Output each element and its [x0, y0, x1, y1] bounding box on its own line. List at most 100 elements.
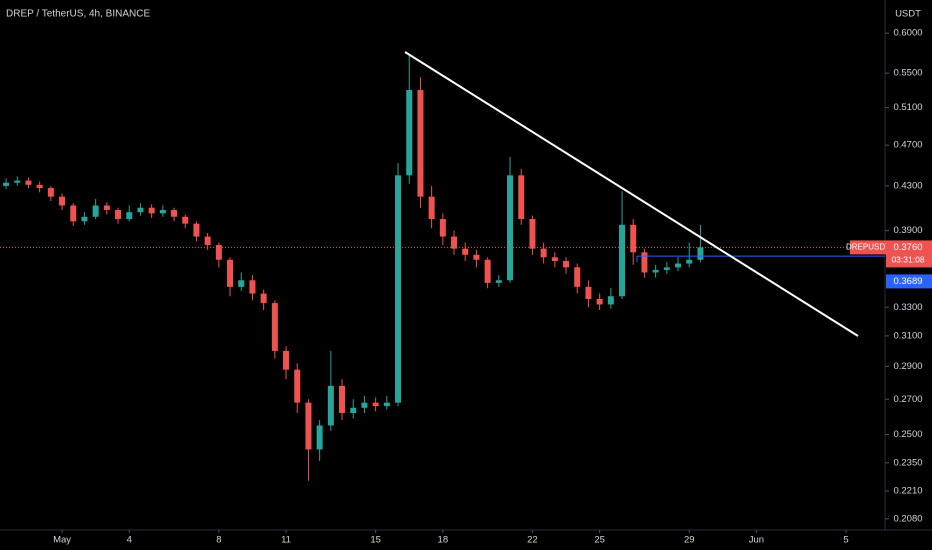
- candle-body: [215, 244, 222, 260]
- x-tick-label: Jun: [749, 535, 764, 546]
- y-tick-label: 0.3100: [893, 330, 922, 341]
- candle-body: [70, 205, 77, 222]
- candle-body: [204, 236, 211, 245]
- y-tick-label: 0.3300: [893, 302, 922, 313]
- candle-body: [563, 261, 570, 268]
- x-tick-label: 29: [684, 535, 695, 546]
- y-tick-label: 0.2080: [893, 513, 922, 524]
- candle-body: [3, 182, 10, 186]
- candle-body: [473, 254, 480, 260]
- candle-body: [171, 209, 178, 217]
- candle-body: [361, 402, 368, 408]
- candle-body: [417, 90, 424, 197]
- candle-body: [652, 269, 659, 273]
- plot: [0, 55, 885, 481]
- candle-body: [81, 216, 88, 222]
- x-tick-label: 25: [594, 535, 605, 546]
- alert-price-box: [886, 274, 932, 289]
- candle-body: [697, 247, 704, 260]
- y-tick-label: 0.5500: [893, 68, 922, 79]
- candle-body: [641, 252, 648, 273]
- candle-body: [585, 286, 592, 299]
- x-tick-label: 22: [527, 535, 538, 546]
- candle-body: [395, 175, 402, 403]
- candle-body: [159, 209, 166, 214]
- candle-body: [294, 369, 301, 403]
- trend-line: [404, 51, 859, 337]
- candle-body: [607, 296, 614, 305]
- x-tick-label: 4: [127, 535, 132, 546]
- y-tick-label: 0.4300: [893, 180, 922, 191]
- candle-body: [283, 350, 290, 370]
- candle-body: [14, 180, 21, 183]
- candle-body: [619, 224, 626, 297]
- candle-body: [686, 259, 693, 264]
- y-tick-label: 0.2350: [893, 457, 922, 468]
- y-tick-label: 0.2700: [893, 394, 922, 405]
- candle-body: [675, 263, 682, 268]
- candle-body: [25, 180, 32, 185]
- candle-body: [227, 259, 234, 287]
- y-tick-label: 0.5100: [893, 102, 922, 113]
- candle-body: [383, 402, 390, 407]
- symbol-box: [850, 240, 886, 255]
- x-tick-label: 8: [216, 535, 221, 546]
- y-tick-label: 0.6000: [893, 28, 922, 39]
- candle-body: [663, 267, 670, 270]
- x-tick-label: May: [53, 535, 71, 546]
- candle-body: [462, 248, 469, 255]
- candle-body: [103, 205, 110, 210]
- candle-body: [518, 175, 525, 220]
- y-tick-label: 0.4700: [893, 140, 922, 151]
- candle-body: [59, 196, 66, 206]
- candle-body: [540, 248, 547, 258]
- candle-body: [495, 280, 502, 283]
- y-tick-label: 0.3900: [893, 225, 922, 236]
- last-price-box: [886, 240, 932, 268]
- candle-body: [47, 188, 54, 197]
- candle-body: [350, 407, 357, 414]
- x-tick-label: 15: [370, 535, 381, 546]
- candle-body: [574, 267, 581, 287]
- y-tick-label: 0.2900: [893, 361, 922, 372]
- candle-body: [92, 205, 99, 217]
- y-tick-label: 0.2210: [893, 486, 922, 497]
- candle-body: [305, 402, 312, 450]
- x-tick-label: 18: [438, 535, 449, 546]
- candle-body: [148, 207, 155, 214]
- candle-body: [115, 209, 122, 220]
- candle-body: [126, 212, 133, 220]
- chart-title: DREP / TetherUS, 4h, BINANCE: [6, 9, 150, 20]
- symbol-label: DREPUSDT: [846, 243, 890, 252]
- candle-body: [249, 280, 256, 294]
- candle-body: [630, 224, 637, 253]
- candle-body: [36, 184, 43, 189]
- candle-body: [339, 385, 346, 414]
- candle-body: [327, 385, 334, 426]
- candle-body: [451, 236, 458, 249]
- candle-body: [596, 298, 603, 305]
- candle-body: [406, 90, 413, 176]
- candle-body: [316, 425, 323, 450]
- x-tick-label: 11: [281, 535, 291, 546]
- candle-body: [271, 303, 278, 351]
- candle-body: [260, 293, 267, 304]
- candle-body: [529, 219, 536, 249]
- candle-body: [551, 257, 558, 262]
- candle-body: [182, 216, 189, 224]
- candle-body: [238, 280, 245, 287]
- currency: USDT: [895, 9, 921, 20]
- candle-body: [372, 402, 379, 407]
- candle-body: [507, 175, 514, 281]
- candle-body: [439, 219, 446, 237]
- last-price-label: 0.3760: [893, 242, 922, 253]
- candle-body: [137, 207, 144, 213]
- candle-body: [193, 223, 200, 237]
- y-tick-label: 0.2500: [893, 429, 922, 440]
- countdown-label: 03:31:08: [891, 255, 924, 265]
- x-tick-label: 5: [843, 535, 848, 546]
- candle-body: [428, 196, 435, 220]
